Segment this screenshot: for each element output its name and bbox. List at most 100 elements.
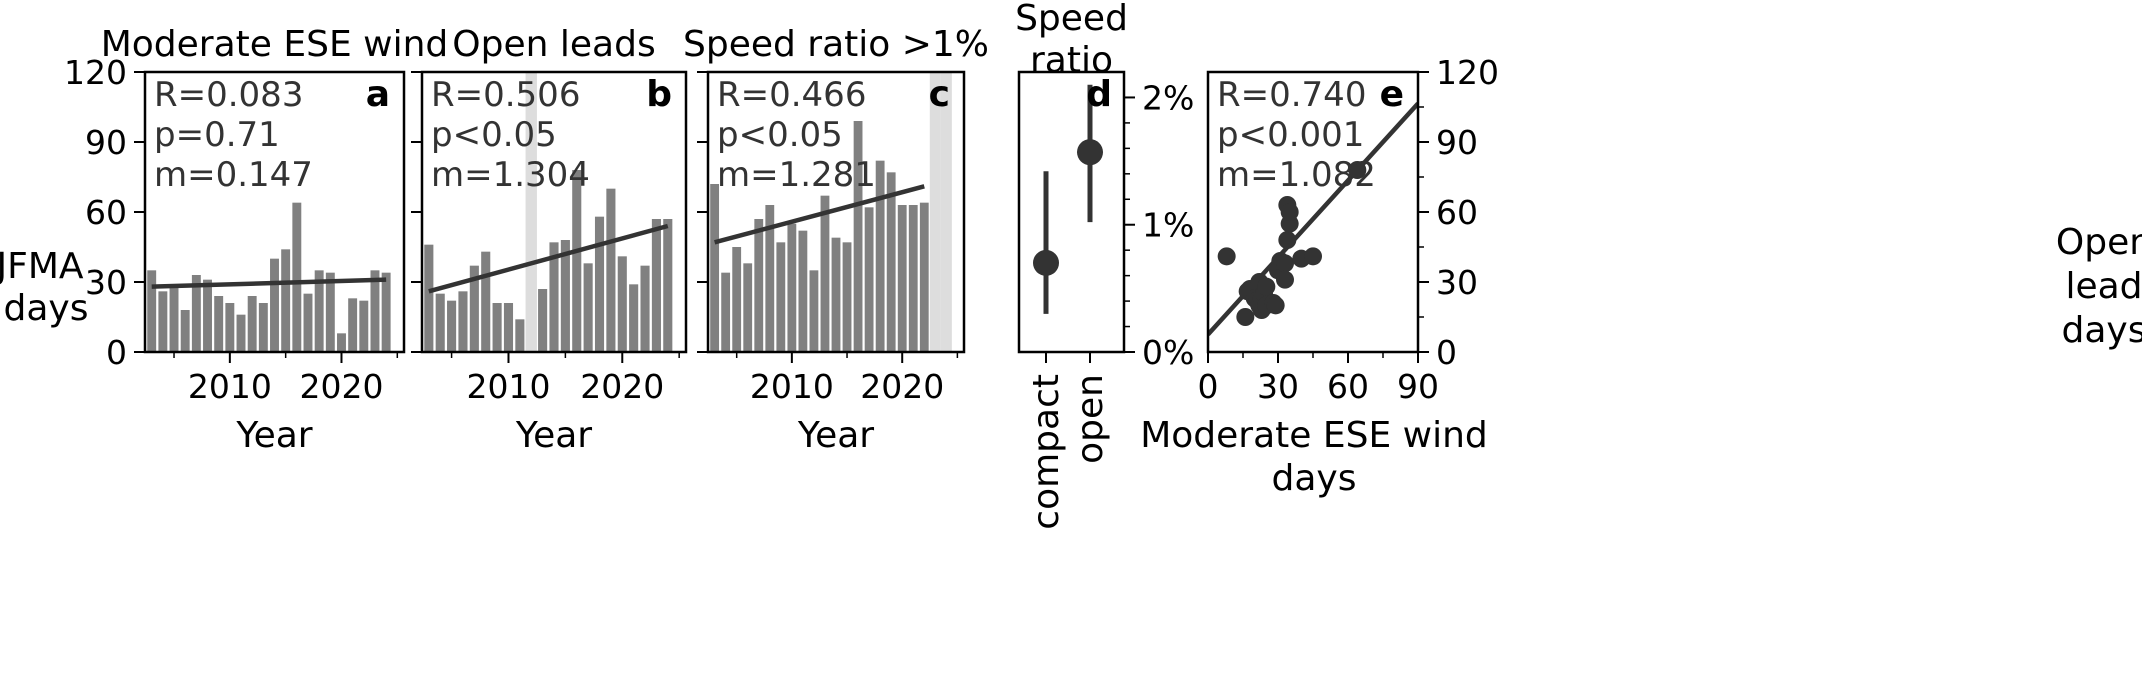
right-axis-label-line-2: lead [2065,266,2142,307]
bar-2019 [606,188,616,352]
stat-line: p=0.71 [154,115,280,155]
bar-2015 [842,242,852,352]
bar-2006 [743,263,753,352]
bar-2010 [225,303,235,352]
x-axis-label-line-2: days [1272,458,1357,499]
bar-2013 [820,195,830,352]
shaded-year-2024 [940,72,952,352]
scatter-point [1236,308,1255,326]
panel-title-line-1: Speed [1015,0,1128,39]
bar-2016 [853,121,863,352]
shaded-year-2023 [929,72,941,352]
y-tick-label: 60 [85,193,127,232]
bar-2018 [594,216,605,352]
scatter-point [1276,254,1294,273]
trend-line [151,277,387,289]
scatter-point [1280,203,1299,221]
x-axis-label: Year [515,415,592,456]
category-label-compact: compact [1026,374,1067,530]
y-tick-label: 60 [1436,193,1478,232]
bar-2024 [381,272,391,352]
stat-line: m=1.281 [717,155,876,195]
x-axis-label: Year [235,415,312,456]
panel-title: Open leads [452,24,655,65]
x-tick-label: 0 [1198,367,1219,406]
trend-line [428,223,669,294]
y-tick-label: 0 [1436,333,1457,372]
bar-2020 [897,205,907,352]
bar-2020 [337,333,346,352]
bar-2014 [270,258,279,352]
x-axis-label-line-1: Moderate ESE wind [1140,415,1488,456]
y-tick-label: 30 [85,263,127,302]
bar-2007 [469,265,479,352]
panel-letter: a [366,74,390,115]
bar-2012 [247,296,257,352]
x-tick-label: 90 [1397,367,1439,406]
bar-2024 [663,219,673,352]
scatter-point [1276,270,1294,289]
scatter-point [1257,277,1276,296]
stat-line: R=0.083 [154,75,303,115]
x-axis-label: Year [797,415,874,456]
bar-2013 [538,289,548,352]
bar-2021 [908,205,918,352]
bar-2007 [191,275,201,352]
stat-line: m=1.082 [1217,155,1376,195]
panel-b: 2010 2020 Year Open leads R=0.506p<0.05m=1.3… [411,24,688,456]
bar-2022 [640,265,650,352]
bar-2010 [787,223,797,352]
left-axis-label-line-2: days [4,288,89,329]
x-tick-label: 60 [1327,367,1369,406]
left-axis-label: JFMA days [0,246,88,329]
bar-2016 [572,170,582,352]
bar-2020 [617,256,627,352]
stat-line: m=0.147 [154,155,313,195]
bar-2010 [503,303,514,352]
y-tick-label: 90 [85,123,127,162]
bar-2019 [325,272,335,352]
scatter-point [1217,247,1236,266]
x-tick-label: 30 [1257,367,1299,406]
trend-line [714,184,925,245]
stat-line: m=1.304 [431,155,590,195]
scatter-point [1348,161,1367,179]
bar-2017 [864,207,874,352]
bar-2015 [281,249,291,352]
bar-2004 [435,293,445,352]
bar-2004 [721,272,731,352]
y-tick-label: 120 [64,53,127,92]
y-tick-label: 90 [1436,123,1478,162]
bar-2009 [492,303,502,352]
bar-2022 [919,202,929,352]
bar-2008 [765,205,775,352]
bar-2007 [754,219,764,352]
panel-title-line-2: ratio [1030,40,1113,81]
bar-2021 [629,284,639,352]
panel-c: 2010 2020 Year Speed ratio >1% R=0.466p<0.05… [683,24,989,456]
point-compact [1033,249,1059,276]
bar-2003 [147,270,157,352]
bar-2004 [158,291,168,352]
bar-2018 [875,160,885,352]
bar-2008 [481,251,491,352]
stat-line: R=0.740 [1217,75,1366,115]
shaded-year-2012 [525,72,537,352]
right-axis-label: Open lead days [2056,222,2142,351]
bar-2014 [549,242,559,352]
bar-2008 [203,279,212,352]
y-tick-label: 0 [106,333,127,372]
bar-2003 [424,244,434,352]
stat-line: R=0.466 [717,75,866,115]
bar-2009 [776,242,786,352]
panel-title: Moderate ESE wind [101,24,449,65]
scatter-point [1278,231,1297,249]
panel-letter: d [1086,74,1112,115]
bar-2017 [303,293,313,352]
panel-a: 0 30 60 90 120 2010 2020 Year Moderate ESE wind R… [64,24,448,456]
bar-2003 [710,184,720,352]
bar-2005 [732,247,742,352]
